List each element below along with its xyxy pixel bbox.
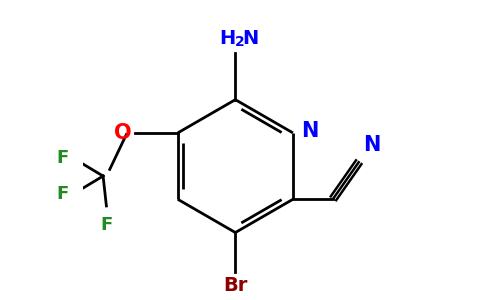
Text: F: F <box>100 216 112 234</box>
Text: 2: 2 <box>235 35 245 49</box>
Text: N: N <box>242 29 259 48</box>
Text: N: N <box>363 135 381 155</box>
Text: F: F <box>56 149 68 167</box>
Text: O: O <box>114 123 131 143</box>
Text: N: N <box>301 121 318 141</box>
Text: Br: Br <box>223 276 247 295</box>
Text: H: H <box>219 29 235 48</box>
Text: F: F <box>56 185 68 203</box>
